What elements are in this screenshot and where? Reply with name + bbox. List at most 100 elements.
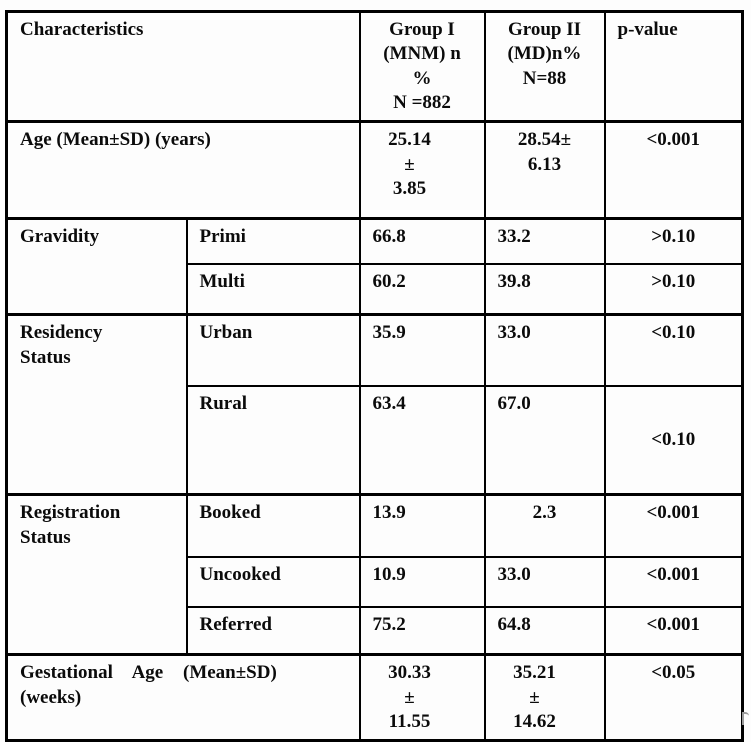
header-cell-pvalue: p-value (603, 10, 744, 123)
cell-urban-group2: 33.0 (483, 313, 606, 387)
value: 66.8 (372, 226, 406, 248)
label-line: (weeks) (20, 686, 82, 708)
p-value: <0.10 (651, 322, 696, 344)
value: 63.4 (372, 392, 406, 414)
age-group2-value: 28.54± 6.13 (498, 128, 592, 177)
cell-rural-group1: 63.4 (358, 384, 486, 496)
cell-booked-label: Booked (185, 493, 361, 558)
cell-age-group1: 25.14 ± 3.85 (358, 120, 486, 220)
row-registration-referred: Referred 75.2 64.8 <0.001 (7, 605, 744, 656)
cell-multi-label: Multi (185, 262, 361, 316)
value-line: 35.21 (513, 662, 556, 684)
p-value: <0.10 (651, 428, 696, 450)
registration-label: Registration Status (20, 501, 174, 550)
cell-rural-pvalue: <0.10 (603, 384, 744, 496)
value: 33.0 (497, 563, 531, 585)
gestational-group2-value: 35.21 ± 14.62 (498, 661, 572, 734)
label-line: Status (20, 346, 71, 368)
cell-multi-group2: 39.8 (483, 262, 606, 316)
p-value: <0.001 (646, 563, 701, 585)
cell-registration-label: Registration Status (5, 493, 188, 656)
cell-booked-group1: 13.9 (358, 493, 486, 558)
corner-artifact (742, 712, 749, 725)
header-group1-line: (MNM) n (383, 43, 461, 65)
sub-label: Uncooked (199, 563, 281, 585)
value-line: 3.85 (392, 177, 427, 199)
header-group2-line: N=88 (522, 67, 567, 89)
value: 33.2 (497, 226, 531, 248)
characteristics-table: Characteristics Group I (MNM) n % N =882… (5, 10, 744, 742)
row-residency-rural: Rural 63.4 67.0 <0.10 (7, 384, 744, 496)
header-group1-line: % (412, 67, 432, 89)
gravidity-label: Gravidity (20, 226, 100, 248)
cell-gravidity-label: Gravidity (5, 217, 188, 316)
value-line: 30.33 (388, 662, 431, 684)
value: 39.8 (497, 270, 531, 292)
row-gestational-age: Gestational Age (Mean±SD) (weeks) 30.33 … (5, 653, 744, 742)
p-value: <0.05 (651, 662, 696, 684)
value: 35.9 (372, 322, 406, 344)
cell-gestational-pvalue: <0.05 (603, 653, 744, 742)
label-line: Registration (20, 502, 121, 524)
cell-multi-pvalue: >0.10 (603, 262, 744, 316)
value-line: 28.54± (517, 129, 572, 151)
cell-rural-group2: 67.0 (483, 384, 606, 496)
residency-label: Residency Status (20, 321, 174, 370)
cell-urban-group1: 35.9 (358, 313, 486, 387)
header-cell-group2: Group II (MD)n% N=88 (483, 10, 606, 123)
value: 64.8 (497, 613, 531, 635)
row-registration-booked: Registration Status Booked 13.9 2.3 <0.0… (5, 493, 744, 656)
cell-uncooked-pvalue: <0.001 (603, 555, 744, 608)
cell-referred-group2: 64.8 (483, 605, 606, 656)
sub-label: Referred (199, 613, 272, 635)
cell-rural-label: Rural (185, 384, 361, 496)
cell-uncooked-group1: 10.9 (358, 555, 486, 608)
gestational-label: Gestational Age (Mean±SD) (weeks) (20, 661, 347, 710)
value-line: 6.13 (527, 153, 562, 175)
value: 67.0 (497, 392, 531, 414)
label-line: Gestational Age (Mean±SD) (20, 662, 277, 684)
header-group2-lines: Group II (MD)n% N=88 (498, 18, 592, 91)
value: 75.2 (372, 613, 406, 635)
age-group1-value: 25.14 ± 3.85 (373, 128, 447, 201)
cell-urban-pvalue: <0.10 (603, 313, 744, 387)
header-cell-characteristics: Characteristics (5, 10, 361, 123)
value: 60.2 (372, 270, 406, 292)
cell-age-pvalue: <0.001 (603, 120, 744, 220)
header-group1-lines: Group I (MNM) n % N =882 (373, 18, 472, 115)
sub-label: Multi (199, 270, 245, 292)
row-residency-urban: Residency Status Urban 35.9 33.0 <0.10 (5, 313, 744, 496)
cell-booked-group2: 2.3 (483, 493, 606, 558)
header-group1-line: N =882 (393, 91, 451, 113)
value: 2.3 (532, 502, 557, 524)
value-line: 14.62 (513, 710, 556, 732)
p-value: <0.001 (646, 502, 701, 524)
sub-label: Booked (199, 502, 261, 524)
header-group2-line: Group II (507, 19, 582, 40)
value-line: 11.55 (388, 710, 431, 732)
p-value: <0.001 (646, 613, 701, 635)
cell-uncooked-label: Uncooked (185, 555, 361, 608)
sub-label: Primi (199, 226, 246, 248)
cell-referred-label: Referred (185, 605, 361, 656)
cell-gestational-group2: 35.21 ± 14.62 (483, 653, 606, 742)
cell-age-group2: 28.54± 6.13 (483, 120, 606, 220)
value-line: ± (404, 153, 415, 175)
cell-age-label: Age (Mean±SD) (years) (5, 120, 361, 220)
gestational-group1-value: 30.33 ± 11.55 (373, 661, 447, 734)
cell-primi-label: Primi (185, 217, 361, 265)
value-line: ± (404, 686, 415, 708)
cell-urban-label: Urban (185, 313, 361, 387)
cell-multi-group1: 60.2 (358, 262, 486, 316)
header-group1-line: Group I (389, 19, 455, 40)
row-age: Age (Mean±SD) (years) 25.14 ± 3.85 28.54… (5, 120, 744, 220)
cell-primi-group1: 66.8 (358, 217, 486, 265)
header-label-pvalue: p-value (617, 19, 678, 40)
label-line: Status (20, 526, 71, 548)
cell-referred-pvalue: <0.001 (603, 605, 744, 656)
row-registration-uncooked: Uncooked 10.9 33.0 <0.001 (7, 555, 744, 608)
sub-label: Urban (199, 322, 253, 344)
value-line: 25.14 (388, 129, 431, 151)
p-value: >0.10 (651, 226, 696, 248)
header-label-characteristics: Characteristics (20, 19, 144, 40)
